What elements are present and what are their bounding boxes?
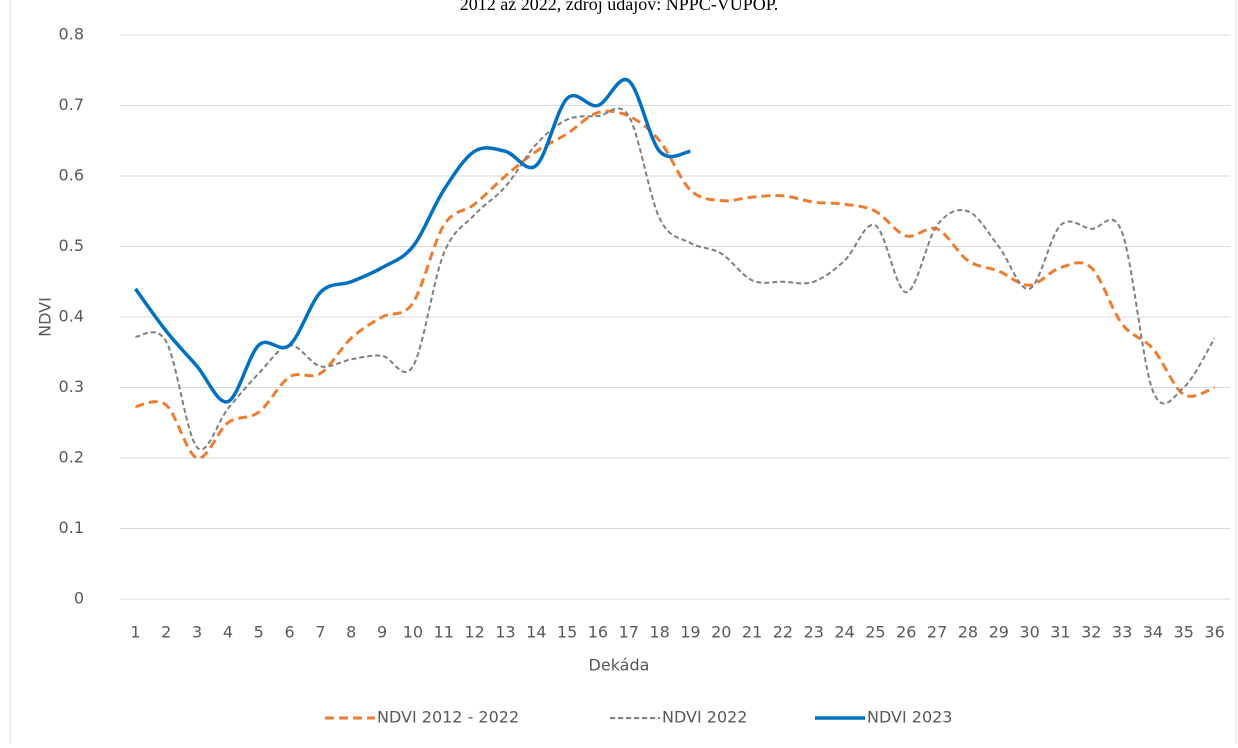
x-tick-label: 8 [346, 623, 356, 642]
x-tick-label: 20 [711, 623, 731, 642]
x-tick-label: 22 [773, 623, 793, 642]
x-tick-label: 11 [434, 623, 454, 642]
y-tick-label: 0.2 [59, 448, 84, 467]
x-tick-label: 31 [1050, 623, 1070, 642]
x-tick-label: 27 [927, 623, 947, 642]
x-tick-label: 30 [1019, 623, 1039, 642]
x-tick-label: 15 [557, 623, 577, 642]
legend-label: NDVI 2023 [867, 708, 952, 727]
x-tick-label: 25 [865, 623, 885, 642]
y-tick-label: 0.1 [59, 518, 84, 537]
x-tick-label: 36 [1204, 623, 1224, 642]
legend-label: NDVI 2012 - 2022 [377, 708, 519, 727]
x-tick-label: 32 [1081, 623, 1101, 642]
x-axis-label: Dekáda [589, 656, 650, 675]
x-tick-label: 13 [495, 623, 515, 642]
y-tick-label: 0 [74, 589, 84, 608]
y-tick-label: 0.7 [59, 95, 84, 114]
x-tick-label: 18 [649, 623, 669, 642]
y-tick-label: 0.5 [59, 236, 84, 255]
data-line [135, 109, 1216, 460]
x-tick-label: 26 [896, 623, 916, 642]
y-tick-label: 0.8 [59, 25, 84, 44]
x-tick-label: 28 [958, 623, 978, 642]
legend-label: NDVI 2022 [662, 708, 747, 727]
x-tick-label: 23 [804, 623, 824, 642]
data-line [135, 107, 1216, 451]
x-tick-label: 9 [377, 623, 387, 642]
x-tick-label: 16 [588, 623, 608, 642]
x-tick-label: 17 [619, 623, 639, 642]
x-tick-label: 12 [464, 623, 484, 642]
x-tick-label: 3 [192, 623, 202, 642]
x-tick-label: 19 [680, 623, 700, 642]
data-line [134, 77, 691, 404]
x-tick-label: 7 [315, 623, 325, 642]
x-tick-label: 5 [254, 623, 264, 642]
x-tick-label: 14 [526, 623, 546, 642]
x-tick-label: 29 [989, 623, 1009, 642]
x-tick-label: 35 [1174, 623, 1194, 642]
x-tick-label: 34 [1143, 623, 1163, 642]
chart-title: 2012 až 2022, zdroj údajov: NPPC-VÚPOP. [460, 0, 779, 14]
x-tick-label: 4 [223, 623, 233, 642]
x-tick-label: 33 [1112, 623, 1132, 642]
x-tick-label: 10 [403, 623, 423, 642]
x-tick-label: 21 [742, 623, 762, 642]
y-tick-label: 0.4 [59, 307, 84, 326]
y-axis-label: NDVI [36, 297, 55, 337]
y-tick-label: 0.6 [59, 166, 84, 185]
x-tick-label: 1 [130, 623, 140, 642]
x-tick-label: 2 [161, 623, 171, 642]
y-tick-label: 0.3 [59, 377, 84, 396]
x-tick-label: 24 [834, 623, 854, 642]
x-tick-label: 6 [284, 623, 294, 642]
